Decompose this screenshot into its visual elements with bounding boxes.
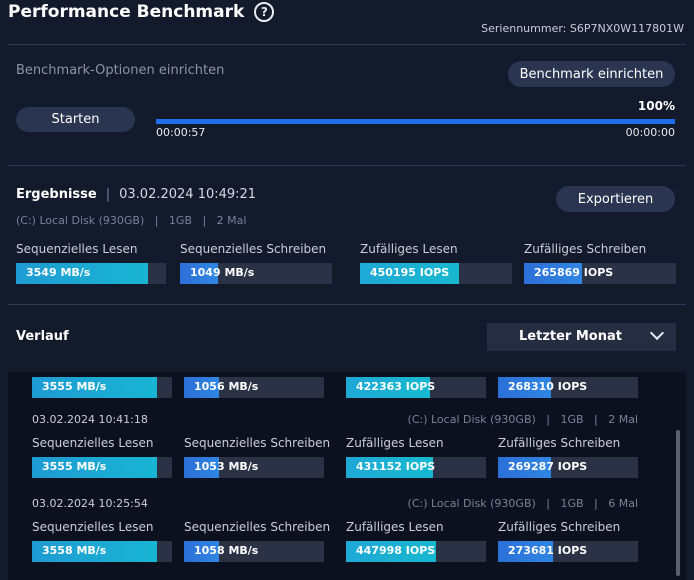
history-entry-meta: (C:) Local Disk (930GB) | 1GB | 6 Mal	[407, 497, 638, 510]
random-write-bar-value: 265869 IOPS	[534, 266, 614, 279]
random-read-bar-value: 450195 IOPS	[370, 266, 450, 279]
history-list[interactable]: 3555 MB/s 1056 MB/s 422363 IOPS 268310 IOPS…	[8, 372, 686, 580]
page-title-text: Performance Benchmark	[8, 2, 245, 22]
history-random-read-bar-value: 431152 IOPS	[356, 460, 436, 473]
history-random-read-bar: 422363 IOPS	[346, 377, 486, 398]
history-seq-write-bar-value: 1058 MB/s	[194, 544, 259, 557]
results-header: Ergebnisse | 03.02.2024 10:49:21	[16, 187, 256, 202]
history-seq-read-bar-fill	[32, 541, 157, 562]
history-random-write-bar: 269287 IOPS	[498, 457, 638, 478]
history-random-write-bar-fill	[498, 541, 553, 562]
history-entry-datetime: 03.02.2024 10:25:54	[32, 497, 148, 510]
progress-fill	[156, 119, 675, 124]
serial-number: Seriennummer: S6P7NX0W117801W	[481, 22, 684, 35]
divider	[8, 304, 686, 305]
history-seq-write-bar-value: 1053 MB/s	[194, 460, 259, 473]
seq-read-label: Sequenzielles Lesen	[16, 242, 138, 256]
seq-read-bar: 3549 MB/s	[16, 263, 166, 284]
seq-read-bar-fill	[16, 263, 148, 284]
history-seq-read-bar-value: 3558 MB/s	[42, 544, 107, 557]
random-write-bar: 265869 IOPS	[524, 263, 676, 284]
results-title: Ergebnisse	[16, 187, 97, 202]
help-icon[interactable]: ?	[254, 2, 275, 22]
options-label: Benchmark-Optionen einrichten	[16, 63, 225, 78]
history-seq-write-bar-fill	[184, 457, 219, 478]
history-random-write-bar-value: 273681 IOPS	[508, 544, 588, 557]
history-random-read-label: Zufälliges Lesen	[346, 520, 444, 534]
history-seq-write-label: Sequenzielles Schreiben	[184, 436, 331, 450]
history-random-read-bar-value: 447998 IOPS	[356, 544, 436, 557]
page-title: Performance Benchmark ?	[8, 2, 275, 22]
history-seq-write-bar-fill	[184, 541, 219, 562]
random-read-bar: 450195 IOPS	[360, 263, 512, 284]
remaining-time: 00:00:00	[625, 126, 675, 139]
period-dropdown[interactable]: Letzter Monat	[487, 323, 676, 351]
history-random-write-bar-value: 269287 IOPS	[508, 460, 588, 473]
chevron-down-icon	[649, 325, 665, 341]
divider	[8, 44, 686, 45]
history-seq-write-bar: 1058 MB/s	[184, 541, 324, 562]
history-seq-read-bar-fill	[32, 457, 157, 478]
random-read-label: Zufälliges Lesen	[360, 242, 458, 256]
history-seq-read-label: Sequenzielles Lesen	[32, 436, 154, 450]
history-random-read-bar: 431152 IOPS	[346, 457, 486, 478]
history-seq-write-label: Sequenzielles Schreiben	[184, 520, 331, 534]
history-random-read-bar-fill	[346, 377, 430, 398]
results-meta: (C:) Local Disk (930GB) | 1GB | 2 Mal	[16, 214, 247, 227]
scrollbar[interactable]	[676, 430, 680, 576]
random-read-bar-fill	[360, 263, 459, 284]
history-random-write-bar: 268310 IOPS	[498, 377, 638, 398]
history-seq-read-bar: 3555 MB/s	[32, 377, 172, 398]
seq-write-bar-fill	[180, 263, 218, 284]
results-separator: |	[105, 187, 111, 202]
history-random-write-bar-fill	[498, 377, 552, 398]
history-random-write-label: Zufälliges Schreiben	[498, 520, 621, 534]
history-random-read-bar-fill	[346, 457, 433, 478]
history-random-write-bar-value: 268310 IOPS	[508, 380, 588, 393]
history-seq-write-bar: 1056 MB/s	[184, 377, 324, 398]
period-dropdown-value: Letzter Monat	[519, 329, 622, 344]
history-seq-read-bar-fill	[32, 377, 157, 398]
seq-write-bar: 1049 MB/s	[180, 263, 332, 284]
setup-benchmark-button[interactable]: Benchmark einrichten	[508, 61, 675, 87]
history-seq-read-bar-value: 3555 MB/s	[42, 380, 107, 393]
random-write-label: Zufälliges Schreiben	[524, 242, 647, 256]
history-title: Verlauf	[16, 329, 69, 344]
history-random-read-label: Zufälliges Lesen	[346, 436, 444, 450]
seq-write-bar-value: 1049 MB/s	[190, 266, 255, 279]
history-random-read-bar-value: 422363 IOPS	[356, 380, 436, 393]
history-seq-read-bar-value: 3555 MB/s	[42, 460, 107, 473]
history-random-read-bar: 447998 IOPS	[346, 541, 486, 562]
divider	[8, 165, 686, 166]
export-button[interactable]: Exportieren	[556, 186, 675, 212]
results-datetime: 03.02.2024 10:49:21	[119, 187, 257, 202]
history-seq-read-label: Sequenzielles Lesen	[32, 520, 154, 534]
history-seq-read-bar: 3558 MB/s	[32, 541, 172, 562]
history-seq-write-bar: 1053 MB/s	[184, 457, 324, 478]
progress-percent: 100%	[637, 99, 675, 113]
history-random-read-bar-fill	[346, 541, 436, 562]
random-write-bar-fill	[524, 263, 582, 284]
progress-bar	[156, 119, 675, 124]
elapsed-time: 00:00:57	[156, 126, 206, 139]
history-entry-meta: (C:) Local Disk (930GB) | 1GB | 2 Mal	[407, 413, 638, 426]
history-entry-datetime: 03.02.2024 10:41:18	[32, 413, 148, 426]
history-random-write-bar-fill	[498, 457, 552, 478]
history-random-write-bar: 273681 IOPS	[498, 541, 638, 562]
start-button[interactable]: Starten	[16, 107, 135, 132]
history-random-write-label: Zufälliges Schreiben	[498, 436, 621, 450]
history-seq-write-bar-value: 1056 MB/s	[194, 380, 259, 393]
seq-read-bar-value: 3549 MB/s	[26, 266, 91, 279]
seq-write-label: Sequenzielles Schreiben	[180, 242, 327, 256]
history-seq-read-bar: 3555 MB/s	[32, 457, 172, 478]
history-seq-write-bar-fill	[184, 377, 219, 398]
